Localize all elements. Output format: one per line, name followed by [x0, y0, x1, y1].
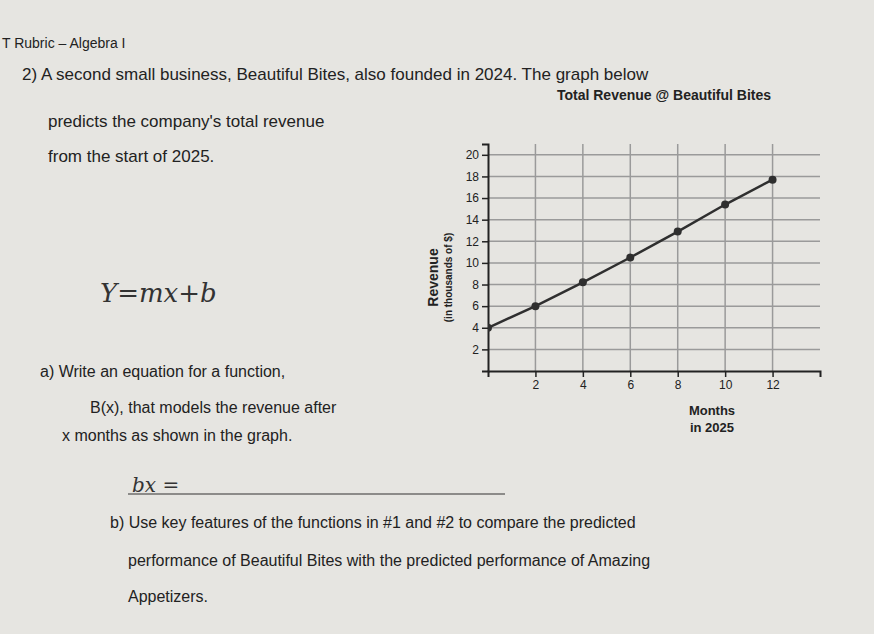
- grid-line: [488, 284, 820, 286]
- tick: 4: [472, 321, 488, 335]
- tick: 20: [466, 148, 488, 162]
- data-point: [626, 254, 634, 262]
- tick-label: 6: [472, 299, 479, 313]
- tick: 2: [472, 343, 488, 357]
- grid-line: [724, 144, 726, 371]
- tick-label: 18: [466, 170, 480, 184]
- page: T Rubric – Algebra I 2) A second small bu…: [0, 0, 874, 634]
- tick-label: 14: [466, 213, 480, 227]
- grid-line: [582, 144, 584, 371]
- part-a-line: B(x), that models the revenue after: [90, 399, 337, 416]
- y-axis-title: (in thousands of $): [443, 233, 454, 322]
- data-point: [769, 176, 777, 184]
- tick: 6: [472, 299, 488, 313]
- tick-mark: [677, 371, 679, 377]
- tick-mark: [482, 198, 488, 200]
- part-a-line: x months as shown in the graph.: [62, 427, 292, 444]
- x-axis-title: in 2025: [690, 420, 734, 435]
- x-axis-title: Months: [689, 403, 735, 418]
- tick-mark: [583, 371, 585, 377]
- grid-line: [535, 144, 537, 371]
- handwriting: Y=mx+b: [100, 278, 217, 308]
- tick: 10: [719, 371, 733, 392]
- tick-label: 20: [466, 148, 480, 162]
- tick: 8: [675, 371, 682, 392]
- answer-line: [128, 493, 505, 494]
- grid-line: [488, 241, 820, 243]
- tick-label: 8: [675, 378, 682, 392]
- tick-label: 10: [466, 256, 480, 270]
- tick-mark: [482, 306, 488, 308]
- tick-label: 16: [466, 191, 480, 205]
- data-point: [721, 201, 729, 209]
- grid-line: [488, 197, 820, 199]
- part-b-line: performance of Beautiful Bites with the …: [128, 552, 650, 569]
- tick-mark: [725, 371, 727, 377]
- question-line: predicts the company's total revenue: [48, 112, 324, 131]
- tick: 12: [466, 235, 488, 249]
- tick-mark: [630, 371, 632, 377]
- tick-label: 8: [472, 278, 479, 292]
- grid-line: [488, 154, 820, 156]
- grid-line: [488, 219, 820, 221]
- axis-line: [489, 372, 821, 378]
- tick-mark: [482, 328, 488, 330]
- question-line: from the start of 2025.: [48, 147, 214, 166]
- tick: 2: [533, 371, 540, 392]
- data-point: [674, 228, 682, 236]
- grid: [488, 144, 820, 371]
- tick-mark: [772, 371, 774, 377]
- data-point: [488, 324, 492, 332]
- y-axis-title: Revenue: [425, 248, 441, 307]
- plot-area: [488, 176, 777, 332]
- question-line: 2) A second small business, Beautiful Bi…: [22, 65, 649, 84]
- tick: 14: [466, 213, 488, 227]
- tick-label: 12: [466, 235, 480, 249]
- tick: 10: [466, 256, 488, 270]
- tick-mark: [482, 284, 488, 286]
- grid-line: [488, 349, 820, 351]
- tick: 6: [627, 371, 634, 392]
- revenue-line: [488, 180, 773, 328]
- part-b-line: b) Use key features of the functions in …: [110, 514, 636, 531]
- tick-label: 10: [719, 378, 733, 392]
- tick: 4: [580, 371, 587, 392]
- tick-mark: [535, 371, 537, 377]
- tick: 18: [466, 170, 488, 184]
- tick-mark: [482, 349, 488, 351]
- x-axis: 2 4 6 8 10 12: [489, 371, 821, 392]
- axis-line: [482, 145, 489, 372]
- tick-label: 6: [627, 378, 634, 392]
- y-axis: 2 4 6 8 10 12 14 16 18 20: [466, 145, 489, 372]
- tick-mark: [482, 155, 488, 157]
- part-b-line: Appetizers.: [128, 588, 208, 605]
- grid-line: [488, 262, 820, 264]
- tick-label: 12: [766, 378, 780, 392]
- tick-label: 2: [533, 378, 540, 392]
- tick: 12: [766, 371, 780, 392]
- data-point: [531, 302, 539, 310]
- tick-mark: [482, 263, 488, 265]
- grid-line: [488, 327, 820, 329]
- tick-label: 4: [580, 378, 587, 392]
- grid-line: [677, 144, 679, 371]
- data-point: [579, 278, 587, 286]
- tick-mark: [482, 176, 488, 178]
- tick: 8: [472, 278, 488, 292]
- tick-mark: [482, 219, 488, 221]
- tick-label: 2: [472, 343, 479, 357]
- tick: 16: [466, 191, 488, 205]
- tick-mark: [482, 241, 488, 243]
- chart-title: Total Revenue @ Beautiful Bites: [557, 87, 771, 103]
- part-a-line: a) Write an equation for a function,: [40, 363, 285, 380]
- tick-label: 4: [472, 321, 479, 335]
- header: T Rubric – Algebra I: [2, 35, 125, 51]
